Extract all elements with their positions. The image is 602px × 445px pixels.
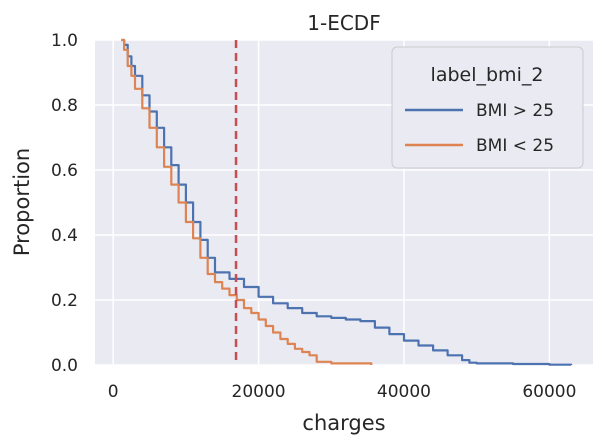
y-tick-label-5: 1.0 (51, 31, 78, 51)
x-tick-label-1: 20000 (232, 382, 286, 402)
y-tick-label-4: 0.8 (51, 96, 78, 116)
x-axis-label: charges (302, 411, 385, 435)
legend-box (391, 46, 584, 169)
y-tick-label-2: 0.4 (51, 226, 78, 246)
series-line-0 (121, 38, 573, 366)
chart-title: 1-ECDF (307, 11, 380, 35)
tick-labels: 0 20000 40000 60000 0.0 0.2 0.4 0.6 0.8 1.0 (51, 31, 576, 402)
legend-label-bmi-over-25: BMI > 25 (476, 101, 554, 121)
x-tick-label-3: 60000 (522, 382, 576, 402)
y-tick-label-0: 0.0 (51, 356, 78, 376)
legend-title: label_bmi_2 (431, 64, 544, 86)
y-tick-label-3: 0.6 (51, 161, 78, 181)
series-lines (121, 38, 573, 366)
legend: label_bmi_2 BMI > 25 BMI < 25 (391, 46, 584, 169)
y-axis-label: Proportion (10, 148, 34, 256)
x-tick-label-0: 0 (108, 382, 119, 402)
legend-label-bmi-under-25: BMI < 25 (476, 136, 554, 156)
series-line-1 (121, 38, 373, 365)
y-tick-label-1: 0.2 (51, 291, 78, 311)
x-tick-label-2: 40000 (377, 382, 431, 402)
